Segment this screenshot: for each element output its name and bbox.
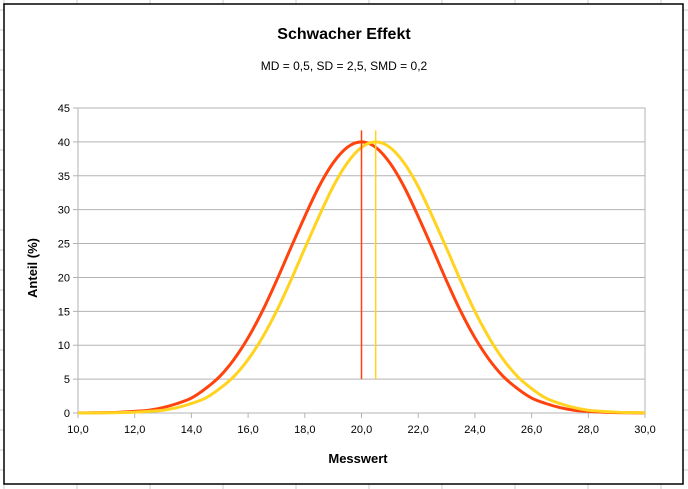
- x-tick-label: 20,0: [351, 424, 372, 436]
- y-tick-label: 5: [64, 374, 70, 386]
- y-tick-label: 30: [58, 205, 70, 217]
- x-tick-label: 26,0: [521, 424, 542, 436]
- x-tick-label: 14,0: [181, 424, 202, 436]
- x-tick-label: 10,0: [67, 424, 88, 436]
- plot-area: 0 5 10 15 20 25 30 35 40 45 10,0 12,0 14,0 16,0 18,0 20…: [58, 103, 656, 436]
- x-tick-label: 24,0: [464, 424, 485, 436]
- x-tick-label: 12,0: [124, 424, 145, 436]
- y-tick-label: 20: [58, 272, 70, 284]
- x-tick-label: 28,0: [578, 424, 599, 436]
- y-tick-label: 40: [58, 137, 70, 149]
- x-tick-label: 22,0: [407, 424, 428, 436]
- y-tick-label: 25: [58, 239, 70, 251]
- y-tick-label: 15: [58, 306, 70, 318]
- y-tick-label: 45: [58, 103, 70, 115]
- chart-title: Schwacher Effekt: [277, 26, 411, 43]
- x-tick-label: 18,0: [294, 424, 315, 436]
- y-tick-label: 0: [64, 408, 70, 420]
- x-tick-label: 30,0: [634, 424, 655, 436]
- y-tick-label: 35: [58, 171, 70, 183]
- y-tick-label: 10: [58, 340, 70, 352]
- x-axis-label: Messwert: [328, 451, 388, 466]
- chart-subtitle: MD = 0,5, SD = 2,5, SMD = 0,2: [261, 59, 428, 73]
- x-tick-label: 16,0: [237, 424, 258, 436]
- y-axis-label: Anteil (%): [25, 238, 40, 298]
